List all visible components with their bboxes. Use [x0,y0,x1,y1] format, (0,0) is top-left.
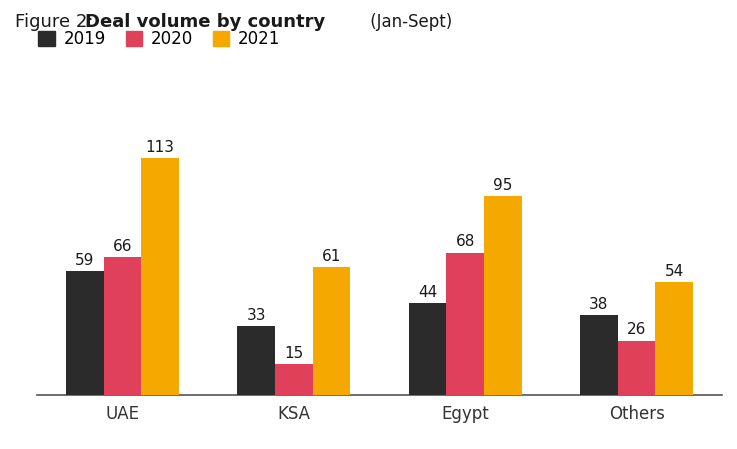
Text: 54: 54 [665,264,684,279]
Bar [447,253,484,395]
Text: 59: 59 [75,253,94,269]
Text: 95: 95 [493,178,513,193]
Text: 68: 68 [455,234,475,250]
Text: (Jan-Sept): (Jan-Sept) [365,13,452,31]
Text: 33: 33 [246,308,266,323]
Text: Deal volume by country: Deal volume by country [85,13,325,31]
Bar [66,272,104,395]
Text: 66: 66 [113,239,132,254]
Bar [104,257,142,395]
Text: 113: 113 [146,140,175,155]
Text: 61: 61 [322,249,341,264]
Text: 38: 38 [589,297,609,313]
Legend: 2019, 2020, 2021: 2019, 2020, 2021 [38,30,280,48]
Bar [142,158,179,395]
Bar [484,196,522,395]
Text: 44: 44 [418,285,437,300]
Bar [580,316,618,395]
Bar [275,364,312,395]
Bar [618,341,655,395]
Bar [312,267,350,395]
Bar [409,303,447,395]
Bar [237,326,275,395]
Text: 15: 15 [284,346,304,361]
Bar [655,282,693,395]
Text: Figure 2:: Figure 2: [15,13,99,31]
Text: 26: 26 [627,322,646,338]
